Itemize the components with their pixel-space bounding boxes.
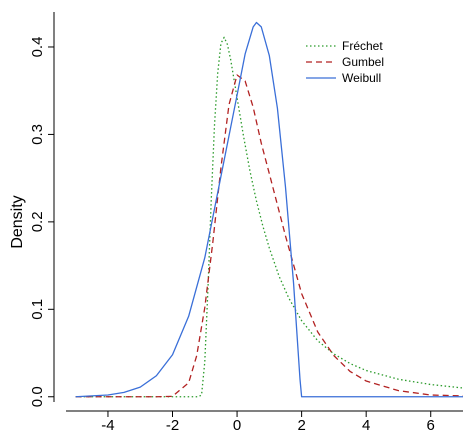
legend-label-gumbel: Gumbel xyxy=(342,55,384,69)
y-tick-label: 0.1 xyxy=(29,299,46,320)
series-layer xyxy=(75,21,464,398)
x-tick-label: -2 xyxy=(166,417,179,434)
series-line-frechet xyxy=(75,36,464,398)
y-axis-label: Density xyxy=(9,195,26,248)
x-tick-label: 6 xyxy=(427,417,435,434)
y-tick-label: 0.0 xyxy=(29,386,46,407)
y-tick-label: 0.3 xyxy=(29,124,46,145)
x-tick-label: -4 xyxy=(101,417,114,434)
y-tick-label: 0.2 xyxy=(29,211,46,232)
x-tick-label: 2 xyxy=(297,417,305,434)
legend-label-weibull: Weibull xyxy=(342,71,381,85)
y-tick-label: 0.4 xyxy=(29,37,46,58)
axes-layer: -4 -2 0 2 4 6 0.0 0.1 0.2 0.3 0.4 xyxy=(29,12,463,434)
series-line-gumbel xyxy=(75,74,464,398)
x-tick-label: 0 xyxy=(233,417,241,434)
legend: Fréchet Gumbel Weibull xyxy=(306,39,384,85)
series-line-weibull xyxy=(75,21,463,398)
legend-label-frechet: Fréchet xyxy=(342,39,383,53)
x-tick-label: 4 xyxy=(362,417,370,434)
